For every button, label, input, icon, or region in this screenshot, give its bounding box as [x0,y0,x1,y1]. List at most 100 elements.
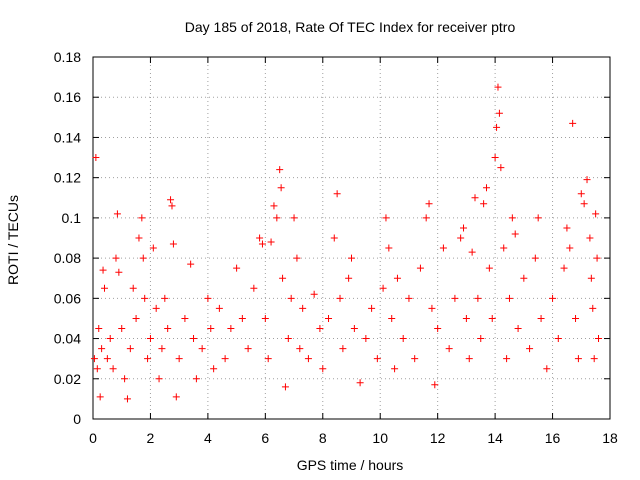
data-point [480,200,488,208]
x-tick-label: 4 [204,430,212,446]
data-point [572,314,580,322]
data-point [139,254,147,262]
data-point [181,314,189,322]
data-point [431,381,439,389]
data-point [244,345,252,353]
data-point [115,268,123,276]
data-point [152,304,160,312]
data-point [198,345,206,353]
data-point [586,234,594,242]
data-point [580,200,588,208]
y-tick-labels: 0 0.02 0.04 0.06 0.08 0.1 0.12 0.14 0.16 0.18 [54,49,81,427]
y-tick-label: 0.12 [54,170,81,186]
data-point [293,254,301,262]
data-point [485,264,493,272]
data-point [460,224,468,232]
data-point [95,325,103,332]
data-point [451,294,459,302]
data-point [505,294,513,302]
data-point [336,294,344,302]
chart-title: Day 185 of 2018, Rate Of TEC Index for r… [185,19,516,35]
data-point [465,355,473,363]
x-tick-label: 10 [372,430,388,446]
data-point [215,304,223,312]
data-point [425,200,433,208]
data-point [531,254,539,262]
data-point [508,214,516,222]
x-tick-label: 0 [89,430,97,446]
data-point [488,314,496,322]
data-point [339,345,347,353]
data-points [90,83,603,403]
x-tick-label: 12 [430,430,446,446]
x-tick-labels: 0 2 4 6 8 10 12 14 16 18 [89,430,618,446]
data-point [543,365,551,373]
data-point [526,345,534,353]
x-tick-label: 2 [147,430,155,446]
data-point [422,214,430,222]
data-point [445,345,453,353]
data-point [99,266,107,274]
data-point [141,294,149,302]
data-point [106,335,114,343]
data-point [491,154,499,162]
data-point [123,395,131,403]
data-point [276,166,284,174]
data-point [560,264,568,272]
data-point [362,335,370,343]
data-point [129,284,137,292]
data-point [333,190,341,198]
data-point [172,393,180,401]
data-point [190,335,198,343]
data-point [563,224,571,232]
data-point [385,244,393,252]
data-point [593,254,601,262]
data-point [514,325,522,332]
data-point [330,234,338,242]
data-point [428,304,436,312]
data-point [264,355,272,363]
y-tick-label: 0.16 [54,89,81,105]
data-point [569,119,577,127]
data-point [187,260,195,268]
y-tick-label: 0.06 [54,290,81,306]
data-point [325,314,333,322]
data-point [382,214,390,222]
data-point [296,345,304,353]
data-point [368,304,376,312]
data-point [118,325,126,332]
y-tick-label: 0 [73,411,81,427]
data-point [149,244,157,252]
data-point [261,314,269,322]
data-point [310,290,318,298]
data-point [587,274,595,282]
y-tick-label: 0.02 [54,371,81,387]
data-point [284,335,292,343]
data-point [93,365,101,373]
data-point [238,314,246,322]
data-point [279,274,287,282]
data-point [221,355,229,363]
data-point [345,274,353,282]
data-point [175,355,183,363]
data-point [393,274,401,282]
data-point [113,210,121,218]
x-tick-label: 8 [319,430,327,446]
data-point [250,284,258,292]
data-point [281,383,289,391]
data-point [350,325,358,332]
data-point [267,238,275,246]
data-point [135,234,143,242]
data-point [348,254,355,262]
data-point [132,314,140,322]
data-point [356,379,364,387]
data-point [405,294,413,302]
data-point [388,314,396,322]
data-point [439,244,447,252]
data-point [98,345,106,353]
data-point [92,154,100,162]
x-tick-label: 16 [545,430,561,446]
x-tick-label: 14 [487,430,503,446]
